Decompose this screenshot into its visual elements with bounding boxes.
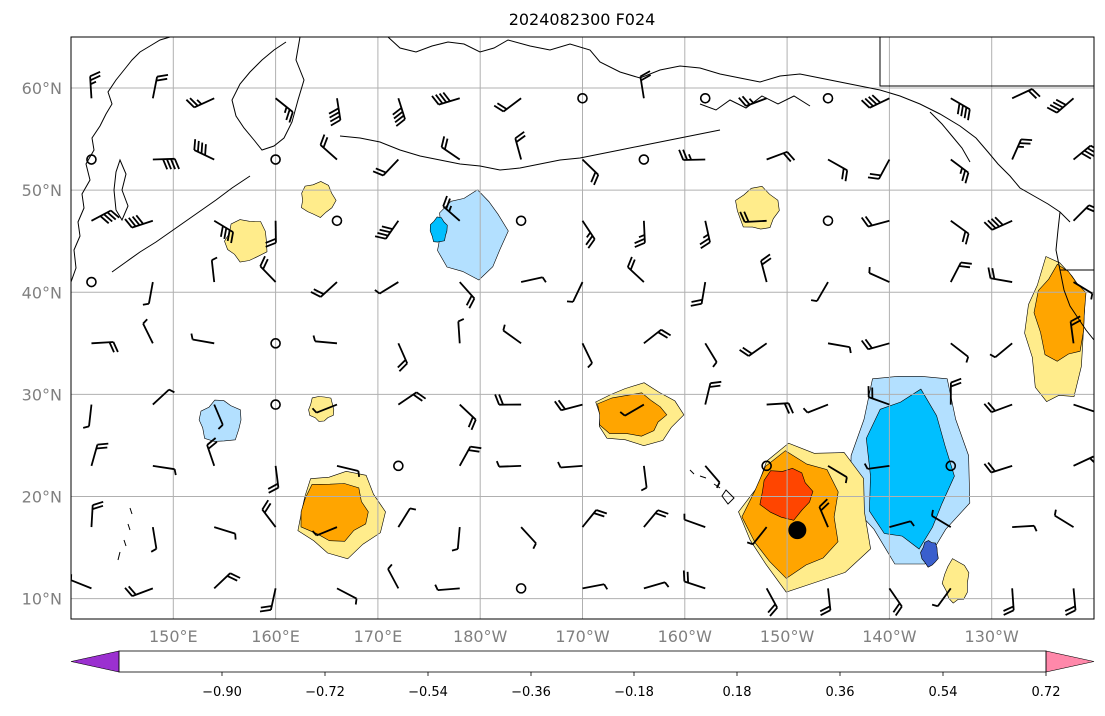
colorbar-tick-label: −0.36 — [511, 685, 551, 700]
colorbar-tick-label: −0.90 — [202, 685, 242, 700]
plot-area — [71, 37, 1101, 619]
lat-tick-label: 10°N — [22, 590, 62, 609]
colorbar-tick-label: 0.72 — [1032, 685, 1061, 700]
colorbar-tick-label: 0.18 — [723, 685, 752, 700]
colorbar-frame — [119, 651, 1046, 672]
lat-tick-label: 60°N — [22, 79, 62, 98]
longitude-labels: 150°E 160°E 170°E 180°W 170°W 160°W 150°W 140°W… — [149, 627, 1019, 646]
colorbar-tick-label: 0.54 — [929, 685, 958, 700]
lat-tick-label: 30°N — [22, 385, 62, 404]
lon-tick-label: 140°W — [862, 627, 917, 646]
colorbar: −0.90 −0.72 −0.54 −0.36 −0.18 0.18 0.36 0.54 0.7… — [71, 651, 1105, 700]
lon-tick-label: 170°W — [555, 627, 610, 646]
colorbar-extend-high — [1046, 651, 1094, 672]
colorbar-tick-label: 0.36 — [826, 685, 855, 700]
lon-tick-label: 150°W — [760, 627, 815, 646]
lon-tick-label: 130°W — [965, 627, 1020, 646]
lat-tick-label: 40°N — [22, 283, 62, 302]
lon-tick-label: 180°W — [453, 627, 508, 646]
lat-tick-label: 20°N — [22, 487, 62, 506]
lon-tick-label: 160°W — [658, 627, 713, 646]
colorbar-tick-label: −0.54 — [408, 685, 448, 700]
map-title: 2024082300 F024 — [509, 10, 656, 29]
colorbar-extend-low — [71, 651, 119, 672]
latitude-labels: 10°N 20°N 30°N 40°N 50°N 60°N — [22, 79, 62, 609]
lat-tick-label: 50°N — [22, 181, 62, 200]
colorbar-tick-label: −0.72 — [305, 685, 345, 700]
colorbar-tick-label: −0.18 — [614, 685, 654, 700]
center-marker — [788, 521, 806, 539]
lon-tick-label: 150°E — [149, 627, 198, 646]
lon-tick-label: 160°E — [251, 627, 300, 646]
lon-tick-label: 170°E — [354, 627, 403, 646]
